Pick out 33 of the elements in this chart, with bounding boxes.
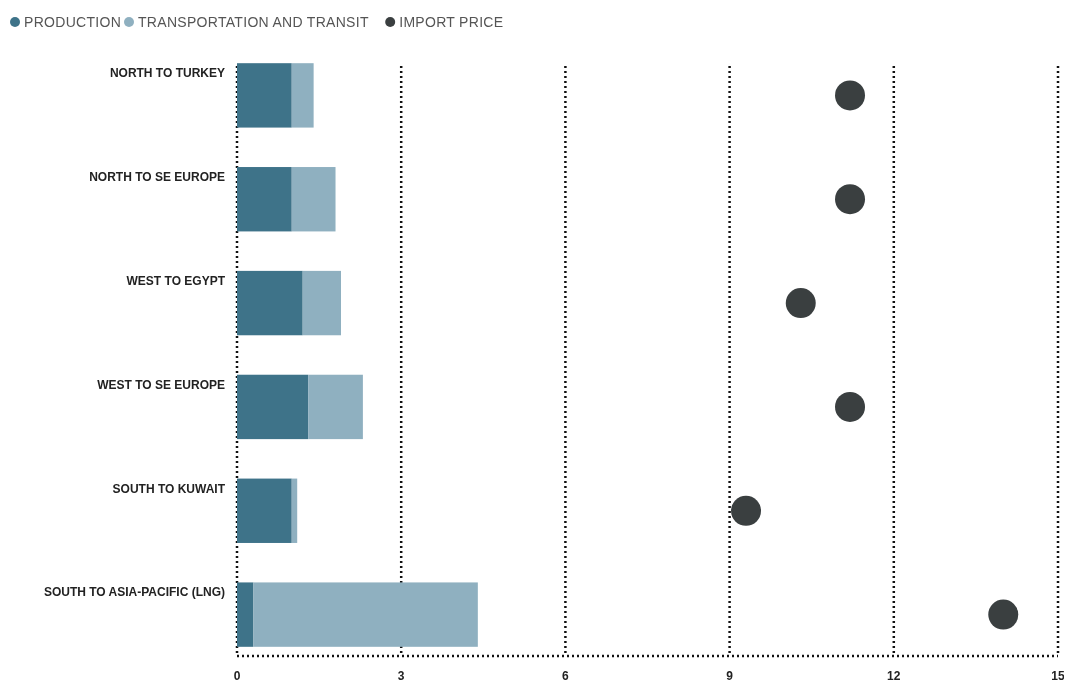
legend-label: TRANSPORTATION AND TRANSIT [138, 14, 369, 30]
point [835, 391, 866, 422]
bar [291, 478, 298, 543]
y-tick-label: WEST TO EGYPT [126, 273, 226, 288]
bar [237, 167, 292, 232]
x-tick-label: 6 [562, 669, 570, 683]
bar [253, 582, 478, 647]
bar [302, 270, 341, 336]
point [785, 288, 816, 319]
legend-label: PRODUCTION [24, 14, 122, 30]
x-tick-label: 9 [726, 669, 734, 683]
y-tick-label: NORTH TO SE EUROPE [89, 170, 225, 185]
bar [291, 63, 314, 128]
bar [237, 63, 292, 128]
x-tick-label: 3 [397, 669, 405, 683]
point [988, 599, 1019, 630]
bar [237, 374, 309, 440]
point [835, 80, 866, 111]
y-tick-label: NORTH TO TURKEY [109, 66, 225, 81]
y-tick-label: WEST TO SE EUROPE [97, 377, 225, 392]
y-tick-label: SOUTH TO ASIA-PACIFIC (LNG) [43, 585, 225, 600]
bar [291, 167, 336, 232]
x-tick-label: 12 [887, 669, 901, 683]
y-tick-label: SOUTH TO KUWAIT [112, 481, 226, 496]
x-tick-label: 0 [233, 669, 241, 683]
bar [237, 270, 303, 336]
bar [237, 582, 254, 647]
x-tick-label: 15 [1051, 669, 1065, 683]
point [835, 184, 866, 215]
bar [237, 478, 292, 543]
legend-label: IMPORT PRICE [399, 14, 504, 30]
point [731, 495, 762, 526]
bar [308, 374, 363, 440]
